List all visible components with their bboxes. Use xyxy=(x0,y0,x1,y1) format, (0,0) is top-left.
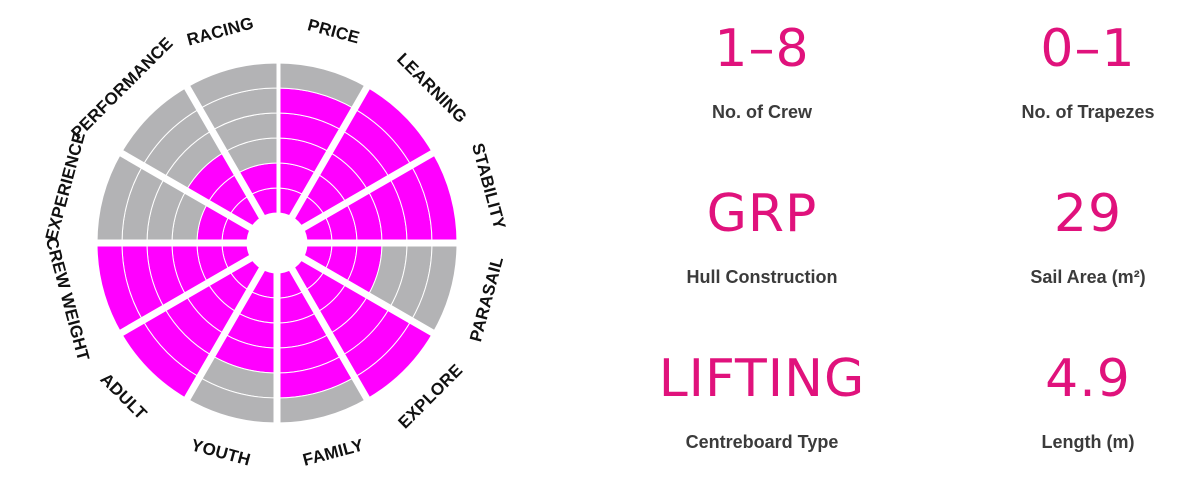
stat-label-length: Length (m) xyxy=(1041,432,1135,452)
stat-value-length: 4.9 xyxy=(1045,349,1131,409)
sector-divider xyxy=(299,253,437,338)
label-parasail: PARASAIL xyxy=(466,255,507,344)
label-learning: LEARNING xyxy=(393,49,470,126)
label-explore: EXPLORE xyxy=(394,360,466,432)
label-stability: STABILITY xyxy=(468,141,509,232)
stat-sail-area: 29 Sail Area (m²) xyxy=(958,183,1203,288)
stat-hull: GRP Hull Construction xyxy=(632,183,892,288)
stat-label-crew: No. of Crew xyxy=(711,102,812,122)
stat-value-crew: 1–8 xyxy=(714,19,810,79)
segment-racing-ring-6 xyxy=(186,62,278,110)
center-hub xyxy=(247,213,307,273)
sector-divider xyxy=(117,253,255,338)
sector-divider xyxy=(182,83,267,221)
label-youth: YOUTH xyxy=(189,436,252,470)
stat-label-centreboard: Centreboard Type xyxy=(685,432,839,452)
sector-divider xyxy=(182,265,267,403)
label-experience: EXPERIENCE xyxy=(42,130,89,243)
stat-value-trapezes: 0–1 xyxy=(1040,19,1136,79)
label-racing: RACING xyxy=(185,13,256,49)
sector-divider xyxy=(287,265,372,403)
stat-label-trapezes: No. of Trapezes xyxy=(1021,102,1155,122)
label-crew-weight: CREW WEIGHT xyxy=(42,235,93,363)
sector-divider xyxy=(287,83,372,221)
chart-segments xyxy=(95,61,459,425)
stat-centreboard: LIFTING Centreboard Type xyxy=(632,348,892,453)
label-family: FAMILY xyxy=(301,435,366,470)
stat-value-hull: GRP xyxy=(706,184,818,244)
stat-value-centreboard: LIFTING xyxy=(658,349,866,409)
stat-label-hull: Hull Construction xyxy=(686,267,838,287)
stat-trapezes: 0–1 No. of Trapezes xyxy=(958,18,1203,123)
sector-divider xyxy=(117,148,255,233)
sector-divider xyxy=(299,148,437,233)
label-adult: ADULT xyxy=(97,369,151,423)
stat-label-sail-area: Sail Area (m²) xyxy=(1030,267,1146,287)
label-price: PRICE xyxy=(306,15,362,47)
stat-value-sail-area: 29 xyxy=(1053,184,1123,244)
stat-crew: 1–8 No. of Crew xyxy=(632,18,892,123)
stat-length: 4.9 Length (m) xyxy=(958,348,1203,453)
